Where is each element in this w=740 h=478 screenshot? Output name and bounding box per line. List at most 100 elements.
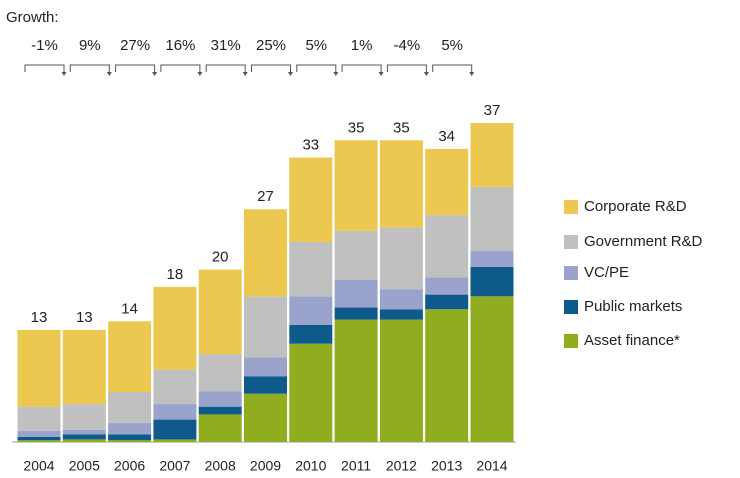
- bar-segment: [425, 277, 469, 295]
- bar-segment: [470, 267, 514, 297]
- legend-label: Government R&D: [584, 233, 703, 250]
- bar-segment: [470, 296, 514, 442]
- bar-segment: [425, 148, 469, 216]
- bar-segment: [62, 404, 106, 430]
- growth-bracket: [296, 64, 337, 74]
- bar-segment: [198, 391, 242, 407]
- bar-segment: [334, 230, 378, 280]
- growth-label: 16%: [165, 37, 195, 54]
- growth-arrow: [469, 72, 475, 76]
- x-tick-label: 2007: [159, 458, 190, 474]
- total-label: 18: [167, 266, 184, 283]
- growth-label: 25%: [256, 37, 286, 54]
- bar-segment: [379, 319, 423, 442]
- growth-label: 5%: [441, 37, 463, 54]
- growth-label: 1%: [351, 37, 373, 54]
- x-tick-label: 2008: [205, 458, 236, 474]
- growth-bracket: [69, 64, 110, 74]
- x-tick-label: 2011: [341, 458, 371, 474]
- total-label: 13: [31, 309, 48, 326]
- bar-segment: [244, 357, 287, 377]
- bar-segment: [334, 279, 378, 308]
- bar-segment: [244, 296, 287, 358]
- bar-segment: [289, 157, 333, 243]
- bar-segment: [17, 436, 61, 441]
- bar-segment: [153, 286, 197, 370]
- bar-segment: [108, 440, 152, 442]
- bar-segment: [379, 289, 423, 310]
- growth-arrow: [423, 72, 429, 76]
- bar-segment: [62, 439, 106, 442]
- legend-swatch: [564, 235, 578, 249]
- legend-swatch: [564, 334, 578, 348]
- bar-segment: [470, 123, 514, 187]
- bar-segment: [17, 406, 61, 431]
- legend-label: VC/PE: [584, 264, 629, 281]
- bar-segment: [17, 440, 61, 442]
- bar-segment: [470, 250, 514, 268]
- x-tick-label: 2009: [250, 458, 281, 474]
- growth-bracket: [432, 64, 473, 74]
- bar-segment: [198, 414, 242, 442]
- bar-segment: [379, 309, 423, 320]
- growth-bracket: [251, 64, 291, 74]
- growth-label: -1%: [31, 37, 58, 54]
- total-label: 34: [438, 128, 455, 145]
- growth-bracket: [386, 64, 427, 74]
- bar-segment: [153, 369, 197, 405]
- growth-bracket: [341, 64, 382, 74]
- bar-segment: [334, 319, 378, 442]
- legend-label: Corporate R&D: [584, 198, 687, 215]
- growth-bracket: [24, 64, 65, 74]
- growth-arrow: [378, 72, 384, 76]
- total-label: 35: [348, 119, 365, 136]
- total-label: 13: [76, 309, 93, 326]
- growth-title: Growth:: [6, 9, 59, 26]
- bar-segment: [425, 215, 469, 278]
- bar-segment: [289, 343, 333, 442]
- legend-label: Public markets: [584, 298, 682, 315]
- bar-segment: [198, 269, 242, 355]
- bar-segment: [425, 294, 469, 310]
- x-tick-label: 2014: [476, 458, 507, 474]
- bar-segment: [198, 354, 242, 392]
- bar-segment: [334, 307, 378, 320]
- bar-segment: [379, 140, 423, 228]
- bar-segment: [470, 186, 514, 251]
- total-label: 20: [212, 249, 229, 266]
- bar-segment: [62, 434, 106, 440]
- total-label: 37: [484, 102, 501, 119]
- growth-label: 9%: [79, 37, 101, 54]
- legend-swatch: [564, 266, 578, 280]
- growth-bracket: [115, 64, 156, 74]
- total-label: 14: [121, 300, 138, 317]
- total-label: 35: [393, 119, 410, 136]
- growth-label: 31%: [211, 37, 241, 54]
- x-tick-label: 2006: [114, 458, 145, 474]
- growth-label: 27%: [120, 37, 150, 54]
- bar-segment: [425, 309, 469, 442]
- x-tick-label: 2005: [69, 458, 100, 474]
- bar-segment: [289, 324, 333, 344]
- x-tick-label: 2013: [431, 458, 462, 474]
- bar-segment: [334, 140, 378, 231]
- growth-arrow: [288, 72, 293, 76]
- growth-arrow: [152, 72, 158, 76]
- legend-label: Asset finance*: [584, 332, 680, 349]
- bar-segment: [108, 434, 152, 441]
- growth-label: 5%: [305, 37, 327, 54]
- bar-segment: [244, 376, 287, 394]
- bar-segment: [62, 429, 106, 435]
- x-tick-label: 2010: [295, 458, 326, 474]
- bar-segment: [153, 419, 197, 440]
- growth-arrow: [333, 72, 339, 76]
- legend-swatch: [564, 200, 578, 214]
- x-tick-label: 2004: [23, 458, 54, 474]
- total-label: 27: [257, 188, 274, 205]
- bar-segment: [244, 209, 287, 297]
- total-label: 33: [302, 137, 319, 154]
- x-tick-label: 2012: [386, 458, 417, 474]
- bar-segment: [379, 227, 423, 290]
- legend-swatch: [564, 300, 578, 314]
